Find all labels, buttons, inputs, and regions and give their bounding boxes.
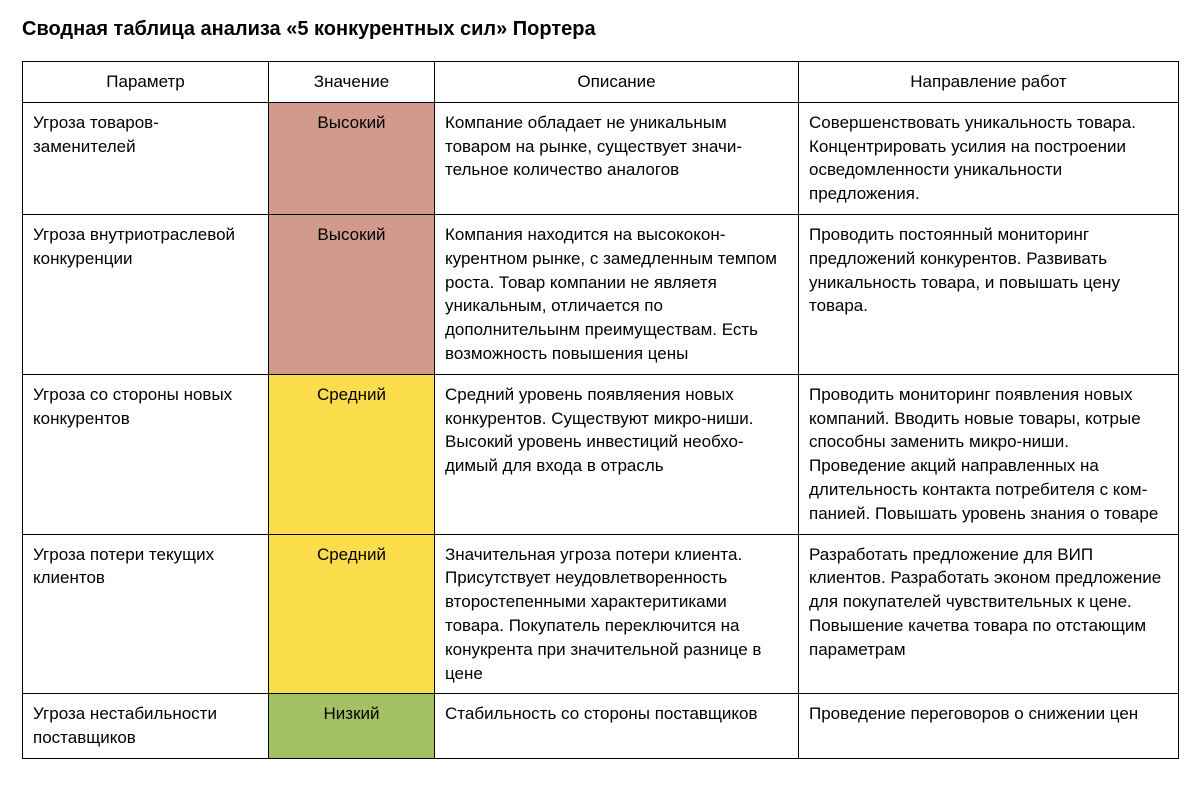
cell-value: Низкий [269,694,435,759]
table-row: Угроза со стороны новых конкурентов Сред… [23,374,1179,534]
cell-value: Высокий [269,214,435,374]
page-title: Сводная таблица анализа «5 конкурентных … [22,18,1178,41]
table-row: Угроза товаров-заменителей Высокий Компа… [23,102,1179,214]
cell-param: Угроза со стороны новых конкурентов [23,374,269,534]
porter-table: Параметр Значение Описание Направление р… [22,61,1179,759]
col-header-direction: Направление работ [799,62,1179,103]
table-row: Угроза потери текущих клиентов Средний З… [23,534,1179,694]
table-header-row: Параметр Значение Описание Направление р… [23,62,1179,103]
col-header-param: Параметр [23,62,269,103]
cell-param: Угроза потери текущих клиентов [23,534,269,694]
table-row: Угроза внутриотрасле­вой конкуренции Выс… [23,214,1179,374]
cell-direction: Проведение переговоров о снижении цен [799,694,1179,759]
cell-value: Средний [269,374,435,534]
cell-direction: Проводить постоянный монито­ринг предлож… [799,214,1179,374]
cell-desc: Компание обладает не уникальным товаром … [435,102,799,214]
table-row: Угроза нестабильности поставщиков Низкий… [23,694,1179,759]
col-header-value: Значение [269,62,435,103]
cell-desc: Средний уровень появляения новых конкуре… [435,374,799,534]
col-header-desc: Описание [435,62,799,103]
cell-desc: Значительная угроза потери клиента. Прис… [435,534,799,694]
cell-desc: Компания находится на высококон­курентно… [435,214,799,374]
cell-desc: Стабильность со стороны поставщиков [435,694,799,759]
cell-param: Угроза внутриотрасле­вой конкуренции [23,214,269,374]
cell-param: Угроза товаров-заменителей [23,102,269,214]
cell-direction: Совершенствовать уникальность товара. Ко… [799,102,1179,214]
cell-direction: Разработать предложение для ВИП клиентов… [799,534,1179,694]
cell-value: Средний [269,534,435,694]
cell-direction: Проводить мониторинг появления новых ком… [799,374,1179,534]
cell-value: Высокий [269,102,435,214]
cell-param: Угроза нестабильности поставщиков [23,694,269,759]
